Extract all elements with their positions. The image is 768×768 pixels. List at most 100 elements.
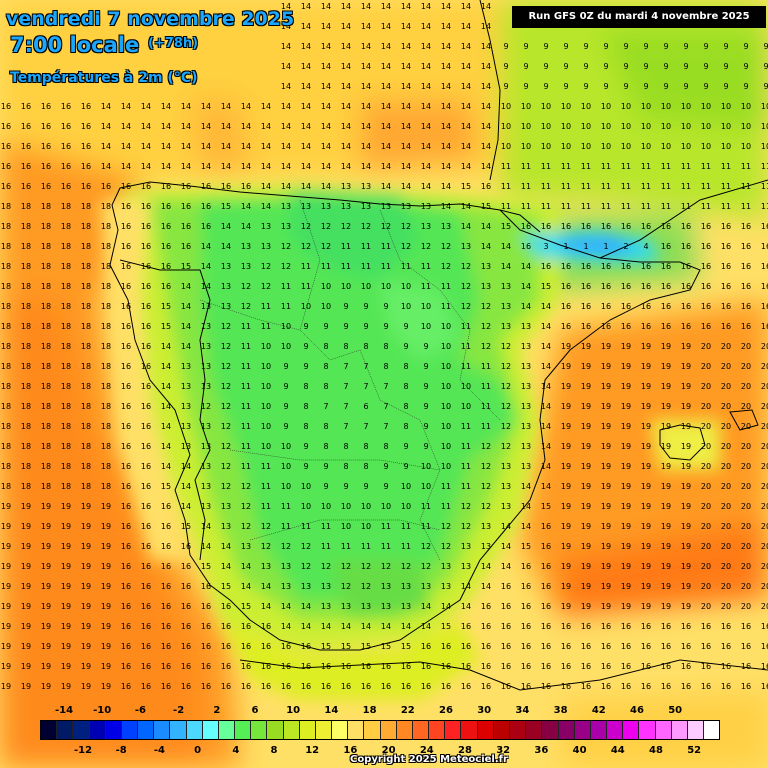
svg-text:11: 11 [501, 182, 511, 191]
svg-text:7: 7 [323, 402, 328, 411]
svg-text:13: 13 [381, 602, 391, 611]
svg-text:16: 16 [461, 682, 471, 691]
svg-text:1: 1 [603, 242, 608, 251]
svg-text:16: 16 [21, 142, 31, 151]
svg-text:8: 8 [343, 462, 348, 471]
svg-text:10: 10 [541, 142, 551, 151]
svg-text:19: 19 [101, 502, 111, 511]
svg-text:20: 20 [741, 422, 751, 431]
svg-text:10: 10 [621, 102, 631, 111]
svg-text:19: 19 [561, 562, 571, 571]
svg-text:19: 19 [641, 522, 651, 531]
svg-text:12: 12 [481, 322, 491, 331]
forecast-date: vendredi 7 novembre 2025 [6, 8, 295, 30]
svg-text:13: 13 [481, 522, 491, 531]
svg-text:14: 14 [201, 162, 211, 171]
svg-text:16: 16 [761, 222, 768, 231]
svg-text:16: 16 [181, 582, 191, 591]
svg-text:19: 19 [81, 642, 91, 651]
svg-text:19: 19 [621, 502, 631, 511]
svg-text:14: 14 [221, 242, 231, 251]
svg-text:16: 16 [121, 582, 131, 591]
svg-text:11: 11 [521, 182, 531, 191]
legend-label-bottom: -8 [115, 745, 127, 756]
svg-text:14: 14 [321, 102, 331, 111]
svg-text:11: 11 [481, 382, 491, 391]
svg-text:19: 19 [661, 342, 671, 351]
svg-text:19: 19 [621, 402, 631, 411]
svg-text:18: 18 [21, 282, 31, 291]
svg-text:19: 19 [101, 582, 111, 591]
svg-text:9: 9 [563, 62, 568, 71]
svg-text:20: 20 [741, 542, 751, 551]
legend-swatch [655, 721, 672, 739]
svg-text:14: 14 [161, 342, 171, 351]
svg-text:19: 19 [61, 522, 71, 531]
svg-text:16: 16 [121, 222, 131, 231]
svg-text:9: 9 [423, 402, 428, 411]
svg-text:16: 16 [661, 262, 671, 271]
svg-text:10: 10 [441, 462, 451, 471]
svg-text:10: 10 [261, 342, 271, 351]
svg-text:14: 14 [361, 102, 371, 111]
svg-text:20: 20 [721, 422, 731, 431]
svg-text:10: 10 [641, 102, 651, 111]
svg-text:19: 19 [681, 362, 691, 371]
svg-text:16: 16 [221, 682, 231, 691]
svg-text:13: 13 [281, 222, 291, 231]
svg-text:14: 14 [441, 162, 451, 171]
svg-text:11: 11 [541, 162, 551, 171]
svg-text:19: 19 [21, 502, 31, 511]
svg-text:14: 14 [301, 602, 311, 611]
svg-text:16: 16 [741, 622, 751, 631]
svg-text:13: 13 [221, 522, 231, 531]
svg-text:10: 10 [521, 122, 531, 131]
svg-text:16: 16 [761, 682, 768, 691]
svg-text:13: 13 [401, 582, 411, 591]
legend-swatch [138, 721, 155, 739]
svg-text:12: 12 [221, 442, 231, 451]
svg-text:9: 9 [323, 462, 328, 471]
svg-text:14: 14 [461, 162, 471, 171]
svg-text:10: 10 [461, 402, 471, 411]
svg-text:12: 12 [401, 242, 411, 251]
legend-swatch [154, 721, 171, 739]
legend-label-top: 18 [362, 705, 377, 716]
svg-text:8: 8 [403, 382, 408, 391]
svg-text:18: 18 [21, 342, 31, 351]
svg-text:12: 12 [441, 262, 451, 271]
svg-text:11: 11 [241, 462, 251, 471]
svg-text:11: 11 [461, 482, 471, 491]
svg-text:16: 16 [681, 282, 691, 291]
svg-text:16: 16 [141, 462, 151, 471]
svg-text:16: 16 [121, 362, 131, 371]
svg-text:19: 19 [561, 342, 571, 351]
svg-text:10: 10 [681, 102, 691, 111]
svg-text:13: 13 [461, 242, 471, 251]
svg-text:9: 9 [383, 302, 388, 311]
svg-text:14: 14 [161, 422, 171, 431]
svg-text:14: 14 [541, 402, 551, 411]
svg-text:11: 11 [721, 162, 731, 171]
svg-text:19: 19 [581, 422, 591, 431]
svg-text:11: 11 [381, 522, 391, 531]
svg-text:14: 14 [141, 162, 151, 171]
svg-text:14: 14 [161, 102, 171, 111]
svg-text:11: 11 [361, 242, 371, 251]
svg-text:16: 16 [761, 302, 768, 311]
svg-text:11: 11 [541, 202, 551, 211]
svg-text:18: 18 [81, 282, 91, 291]
svg-text:16: 16 [541, 222, 551, 231]
svg-text:9: 9 [303, 342, 308, 351]
svg-text:16: 16 [161, 562, 171, 571]
svg-text:13: 13 [521, 462, 531, 471]
svg-text:16: 16 [121, 502, 131, 511]
svg-text:9: 9 [703, 42, 708, 51]
svg-text:16: 16 [701, 262, 711, 271]
svg-text:14: 14 [261, 182, 271, 191]
svg-text:14: 14 [421, 82, 431, 91]
svg-text:16: 16 [421, 682, 431, 691]
svg-text:11: 11 [241, 382, 251, 391]
svg-text:13: 13 [441, 582, 451, 591]
svg-text:14: 14 [281, 622, 291, 631]
